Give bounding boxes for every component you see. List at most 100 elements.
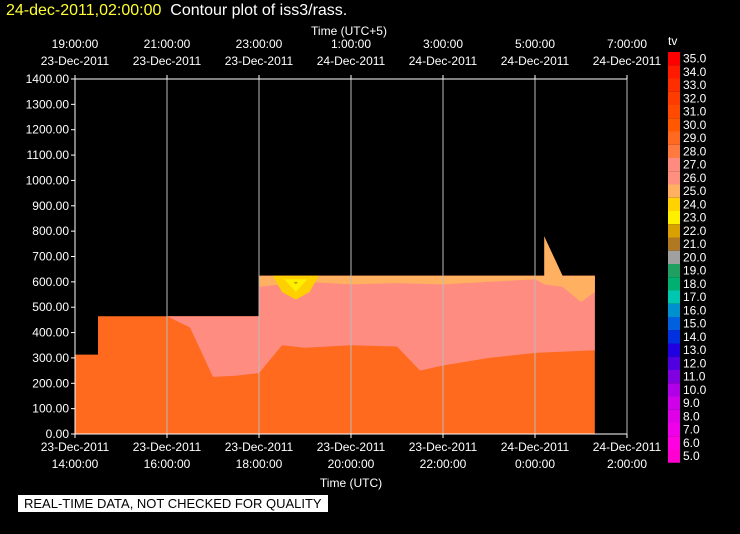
top-tick-time-0: 19:00:00 — [52, 37, 99, 51]
legend-swatch-16 — [668, 264, 680, 278]
contour-region-1 — [167, 275, 595, 377]
y-tick-label-0: 0.00 — [46, 427, 70, 441]
quality-note: REAL-TIME DATA, NOT CHECKED FOR QUALITY — [18, 495, 328, 512]
y-tick-label-7: 700.00 — [32, 250, 69, 264]
legend-label-8: 27.0 — [683, 158, 707, 172]
y-tick-label-11: 1100.00 — [27, 148, 70, 162]
legend-swatch-25 — [668, 383, 680, 397]
legend-swatch-1 — [668, 65, 680, 79]
top-tick-time-2: 23:00:00 — [236, 37, 283, 51]
contour-region-4 — [284, 279, 308, 292]
legend-swatch-3 — [668, 91, 680, 105]
legend-swatch-8 — [668, 158, 680, 172]
top-tick-date-6: 24-Dec-2011 — [593, 54, 662, 68]
x-tick-time-3: 20:00:00 — [328, 457, 375, 471]
legend-swatch-9 — [668, 171, 680, 185]
x-tick-time-2: 18:00:00 — [236, 457, 283, 471]
x-axis-label: Time (UTC) — [320, 476, 382, 490]
legend-label-27: 8.0 — [683, 409, 700, 423]
legend-label-1: 34.0 — [683, 65, 707, 79]
x-tick-date-6: 24-Dec-2011 — [593, 440, 662, 454]
legend-title: tv — [668, 34, 677, 48]
y-tick-label-8: 800.00 — [32, 224, 69, 238]
legend-label-6: 29.0 — [683, 131, 707, 145]
legend-swatch-12 — [668, 211, 680, 225]
legend-swatch-23 — [668, 356, 680, 370]
x-tick-time-4: 22:00:00 — [420, 457, 467, 471]
top-tick-date-3: 24-Dec-2011 — [317, 54, 386, 68]
legend-swatch-20 — [668, 317, 680, 331]
top-tick-time-3: 1:00:00 — [331, 37, 371, 51]
top-tick-date-0: 23-Dec-2011 — [41, 54, 110, 68]
legend-swatch-14 — [668, 237, 680, 251]
legend-swatch-5 — [668, 118, 680, 132]
legend-label-19: 16.0 — [683, 303, 707, 317]
y-tick-label-6: 600.00 — [32, 275, 69, 289]
y-tick-label-14: 1400.00 — [26, 72, 70, 86]
legend-swatch-7 — [668, 144, 680, 158]
legend-swatch-18 — [668, 290, 680, 304]
legend-label-0: 35.0 — [683, 52, 707, 66]
legend-swatch-13 — [668, 224, 680, 238]
top-tick-date-4: 24-Dec-2011 — [409, 54, 478, 68]
y-tick-label-3: 300.00 — [32, 351, 69, 365]
legend-label-2: 33.0 — [683, 78, 707, 92]
contour-region-5 — [293, 281, 299, 285]
legend-label-10: 25.0 — [683, 184, 707, 198]
x-tick-date-5: 24-Dec-2011 — [501, 440, 570, 454]
legend-swatch-27 — [668, 409, 680, 423]
x-tick-time-0: 14:00:00 — [52, 457, 99, 471]
legend-label-3: 32.0 — [683, 91, 707, 105]
legend-label-12: 23.0 — [683, 211, 707, 225]
y-tick-label-9: 900.00 — [32, 199, 69, 213]
legend-label-22: 13.0 — [683, 343, 707, 357]
legend-label-17: 18.0 — [683, 277, 707, 291]
legend-label-4: 31.0 — [683, 105, 707, 119]
top-tick-time-1: 21:00:00 — [144, 37, 191, 51]
chart-header: 24-dec-2011,02:00:00 Contour plot of iss… — [6, 2, 347, 20]
legend-label-23: 12.0 — [683, 356, 707, 370]
top-tick-date-5: 24-Dec-2011 — [501, 54, 570, 68]
legend-swatch-30 — [668, 449, 680, 463]
top-tick-date-1: 23-Dec-2011 — [133, 54, 202, 68]
legend-label-20: 15.0 — [683, 317, 707, 331]
legend-label-26: 9.0 — [683, 396, 700, 410]
legend-swatch-19 — [668, 303, 680, 317]
x-tick-date-2: 23-Dec-2011 — [225, 440, 294, 454]
legend-label-21: 14.0 — [683, 330, 707, 344]
x-tick-time-6: 2:00:00 — [607, 457, 647, 471]
legend-label-15: 20.0 — [683, 250, 707, 264]
legend-swatch-26 — [668, 396, 680, 410]
chart-timestamp: 24-dec-2011,02:00:00 — [6, 2, 162, 19]
x-tick-time-1: 16:00:00 — [144, 457, 191, 471]
legend-swatch-29 — [668, 436, 680, 450]
y-tick-label-2: 200.00 — [32, 376, 69, 390]
legend-label-9: 26.0 — [683, 171, 707, 185]
x-tick-time-5: 0:00:00 — [515, 457, 555, 471]
chart-title: Contour plot of iss3/rass. — [170, 2, 348, 19]
legend-swatch-28 — [668, 423, 680, 437]
y-tick-label-1: 100.00 — [32, 402, 69, 416]
legend-label-30: 5.0 — [683, 449, 700, 463]
top-tick-time-6: 7:00:00 — [607, 37, 647, 51]
legend-label-25: 10.0 — [683, 383, 707, 397]
x-tick-date-1: 23-Dec-2011 — [133, 440, 202, 454]
legend-swatch-2 — [668, 78, 680, 92]
legend-label-24: 11.0 — [683, 370, 706, 384]
y-tick-label-13: 1300.00 — [26, 97, 70, 111]
legend-swatch-24 — [668, 370, 680, 384]
legend-label-14: 21.0 — [683, 237, 707, 251]
legend-label-28: 7.0 — [683, 423, 700, 437]
top-axis-label: Time (UTC+5) — [311, 24, 387, 38]
y-tick-label-4: 400.00 — [32, 326, 69, 340]
legend-swatch-10 — [668, 184, 680, 198]
legend-swatch-21 — [668, 330, 680, 344]
legend-swatch-6 — [668, 131, 680, 145]
y-tick-label-12: 1200.00 — [26, 123, 70, 137]
legend-swatch-17 — [668, 277, 680, 291]
x-tick-date-0: 23-Dec-2011 — [41, 440, 110, 454]
legend-swatch-0 — [668, 52, 680, 66]
legend-label-11: 24.0 — [683, 197, 707, 211]
legend-label-18: 17.0 — [683, 290, 707, 304]
